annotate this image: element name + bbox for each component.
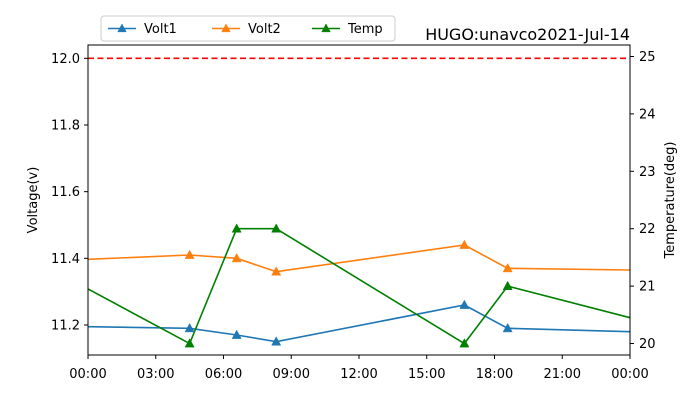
y2-tick-label: 25 xyxy=(639,50,656,65)
data-point-volt2 xyxy=(271,266,282,276)
data-point-volt1 xyxy=(459,299,470,309)
data-point-volt2 xyxy=(231,253,242,263)
y-tick-label: 11.4 xyxy=(51,252,80,267)
data-point-volt1 xyxy=(231,329,242,339)
x-tick-label: 09:00 xyxy=(273,367,310,382)
y-tick-label: 12.0 xyxy=(51,52,80,67)
y2-tick-label: 23 xyxy=(639,165,656,180)
y-tick-label: 11.2 xyxy=(51,319,80,334)
x-tick-label: 00:00 xyxy=(611,367,648,382)
x-tick-label: 00:00 xyxy=(69,367,106,382)
y2-tick-label: 24 xyxy=(639,107,656,122)
legend-marker xyxy=(117,23,127,33)
data-point-volt1 xyxy=(184,323,195,333)
y2-tick-label: 20 xyxy=(639,337,656,352)
data-point-volt1 xyxy=(271,336,282,346)
y-tick-label: 11.6 xyxy=(51,185,80,200)
data-point-volt2 xyxy=(184,249,195,259)
legend: Volt1 Volt2 Temp xyxy=(100,15,396,42)
legend-label: Volt2 xyxy=(248,22,281,37)
data-point-volt2 xyxy=(502,263,513,273)
series-lines xyxy=(87,57,631,345)
data-point-temp xyxy=(502,280,513,290)
legend-label: Volt1 xyxy=(144,22,177,37)
y2-tick-label: 21 xyxy=(639,280,656,295)
legend-marker xyxy=(321,23,331,33)
series-markers xyxy=(184,223,513,348)
series-line-volt1 xyxy=(87,304,631,343)
chart-title: HUGO:unavco2021-Jul-14 xyxy=(425,25,630,44)
plot-frame xyxy=(87,44,631,356)
x-tick-label: 18:00 xyxy=(476,367,513,382)
data-point-temp xyxy=(231,223,242,233)
legend-marker xyxy=(221,23,231,33)
y-axis-label: Voltage(v) xyxy=(26,167,41,234)
legend-box xyxy=(100,15,396,42)
x-tick-label: 12:00 xyxy=(340,367,377,382)
data-point-volt1 xyxy=(502,323,513,333)
axes xyxy=(84,44,634,359)
x-tick-label: 21:00 xyxy=(544,367,581,382)
x-tick-label: 03:00 xyxy=(137,367,174,382)
x-tick-label: 06:00 xyxy=(205,367,242,382)
y-tick-label: 11.8 xyxy=(51,119,80,134)
data-point-volt2 xyxy=(459,239,470,249)
y2-axis-label: Temperature(deg) xyxy=(663,142,678,260)
series-line-volt2 xyxy=(87,244,631,273)
legend-label: Temp xyxy=(347,22,383,37)
data-point-temp xyxy=(459,338,470,348)
data-point-temp xyxy=(271,223,282,233)
chart-text: 00:00 03:00 06:00 09:00 12:00 15:00 18:00 21:00… xyxy=(26,25,678,382)
y2-tick-label: 22 xyxy=(639,222,656,237)
data-point-temp xyxy=(184,338,195,348)
x-tick-label: 15:00 xyxy=(408,367,445,382)
